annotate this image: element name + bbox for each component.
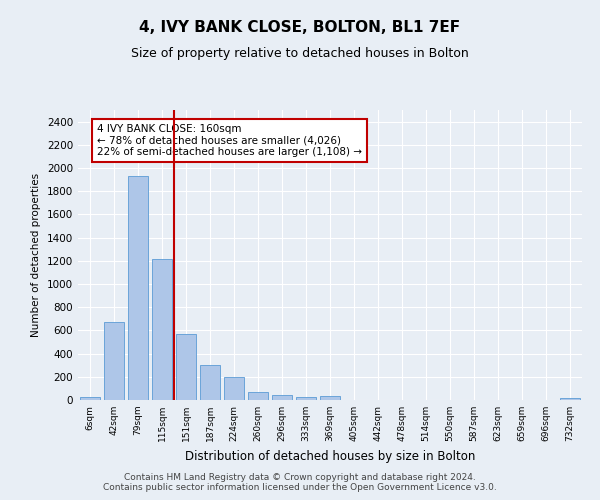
Bar [104, 322, 124, 400]
X-axis label: Distribution of detached houses by size in Bolton: Distribution of detached houses by size … [185, 450, 475, 462]
Bar [560, 398, 580, 400]
Bar [224, 377, 244, 400]
Bar [176, 334, 196, 400]
Bar [248, 392, 268, 400]
Bar [200, 364, 220, 400]
Bar [320, 396, 340, 400]
Bar [152, 259, 172, 400]
Bar [80, 397, 100, 400]
Y-axis label: Number of detached properties: Number of detached properties [31, 173, 41, 337]
Text: Size of property relative to detached houses in Bolton: Size of property relative to detached ho… [131, 48, 469, 60]
Bar [272, 395, 292, 400]
Text: 4, IVY BANK CLOSE, BOLTON, BL1 7EF: 4, IVY BANK CLOSE, BOLTON, BL1 7EF [139, 20, 461, 35]
Text: 4 IVY BANK CLOSE: 160sqm
← 78% of detached houses are smaller (4,026)
22% of sem: 4 IVY BANK CLOSE: 160sqm ← 78% of detach… [97, 124, 362, 157]
Bar [128, 176, 148, 400]
Bar [296, 396, 316, 400]
Text: Contains HM Land Registry data © Crown copyright and database right 2024.
Contai: Contains HM Land Registry data © Crown c… [103, 473, 497, 492]
